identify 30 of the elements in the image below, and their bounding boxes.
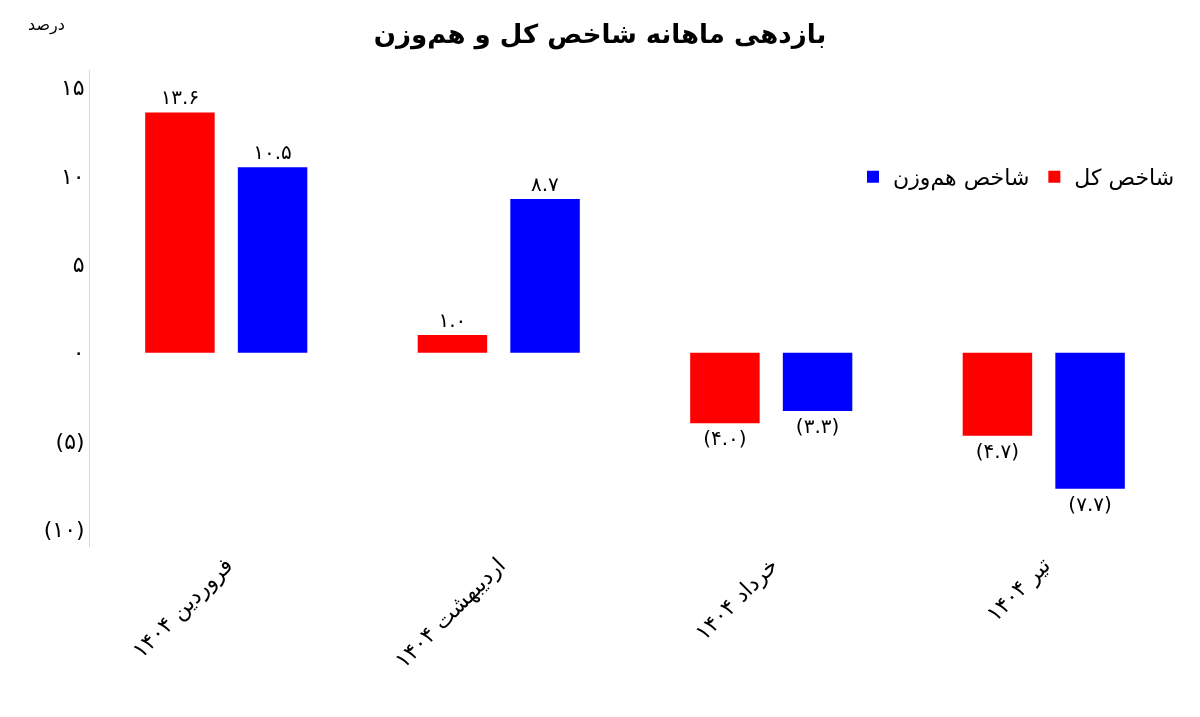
data-label: (۷.۷) [1068,491,1112,516]
y-tick-label: ۰ [72,340,85,366]
data-label: ۱۰.۵ [253,140,292,165]
bar [510,198,580,353]
y-tick-label: ۱۰ [60,163,85,189]
bar [782,352,853,411]
legend-label: شاخص کل [1074,165,1175,192]
data-label: ۱۳.۶ [160,85,200,110]
y-tick-label: ۵ [72,252,85,278]
x-tick-label: فروردین ۱۴۰۴ [127,552,238,663]
chart-title: بازدهی ماهانه شاخص کل و هم‌وزن [373,19,827,51]
y-tick-label: (۱۰) [43,517,85,543]
data-label: ۸.۷ [531,171,560,196]
bar [417,335,488,353]
x-tick-label: اردیبهشت ۱۴۰۴ [389,552,511,673]
y-tick-label: ۱۵ [60,75,85,101]
bar [1055,352,1125,489]
data-label: ۱.۰ [438,308,467,332]
y-axis-title: درصد [28,15,65,35]
bar [237,167,308,353]
data-label: (۳.۳) [795,413,840,438]
x-tick-label: خرداد ۱۴۰۴ [690,552,783,646]
y-tick-label: (۵) [55,428,85,454]
x-tick-label: تیر ۱۴۰۴ [981,552,1056,627]
data-label: (۴.۰) [703,426,747,451]
bar [962,352,1033,436]
bar [145,112,215,353]
legend-label: شاخص هم‌وزن [893,165,1030,192]
data-label: (۴.۷) [975,438,1020,463]
bar [690,352,760,424]
